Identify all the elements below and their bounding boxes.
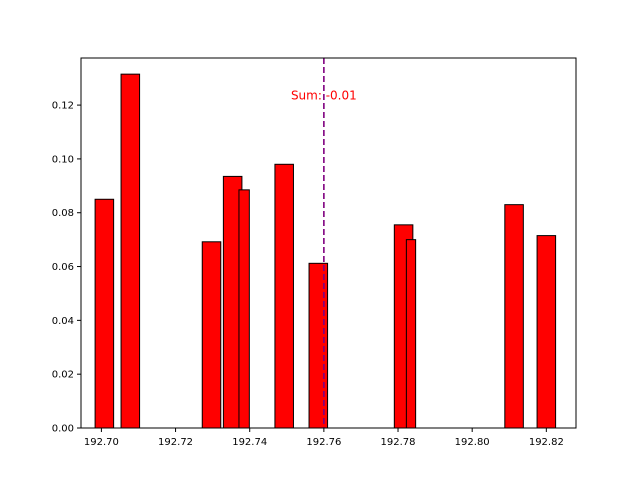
bar-1 [120,73,141,429]
y-tick-label-3: 0.06 [52,262,74,273]
x-axis: 192.70 192.72 192.74 192.76 192.78 192.80 192.… [84,428,564,448]
bar-0 [94,198,115,429]
x-tick-label-1: 192.72 [158,437,193,448]
y-tick-label-1: 0.02 [52,370,74,381]
y-tick-label-4: 0.08 [52,208,74,219]
y-tick-label-0: 0.00 [52,424,74,435]
x-tick-label-3: 192.76 [306,437,341,448]
y-axis: 0.00 0.02 0.04 0.06 0.08 0.10 0.12 [52,101,81,435]
plot-frame [80,57,577,429]
bar-7 [308,262,329,429]
annotation-layer: Sum: -0.01 [291,88,357,102]
bar-9 [405,239,417,429]
x-tick-label-6: 192.82 [529,437,564,448]
x-tick-label-0: 192.70 [84,437,119,448]
bar-6 [274,163,294,429]
bar-11 [536,235,557,429]
x-tick-label-5: 192.80 [455,437,490,448]
bar-10 [504,204,524,429]
bar-5 [238,189,250,429]
y-tick-label-6: 0.12 [52,101,74,112]
sum-annotation: Sum: -0.01 [291,88,357,102]
y-tick-label-5: 0.10 [52,154,74,165]
x-tick-label-2: 192.74 [232,437,267,448]
y-tick-label-2: 0.04 [52,316,74,327]
bar-2 [201,241,222,429]
bars-layer [94,73,557,429]
x-tick-label-4: 192.78 [381,437,416,448]
